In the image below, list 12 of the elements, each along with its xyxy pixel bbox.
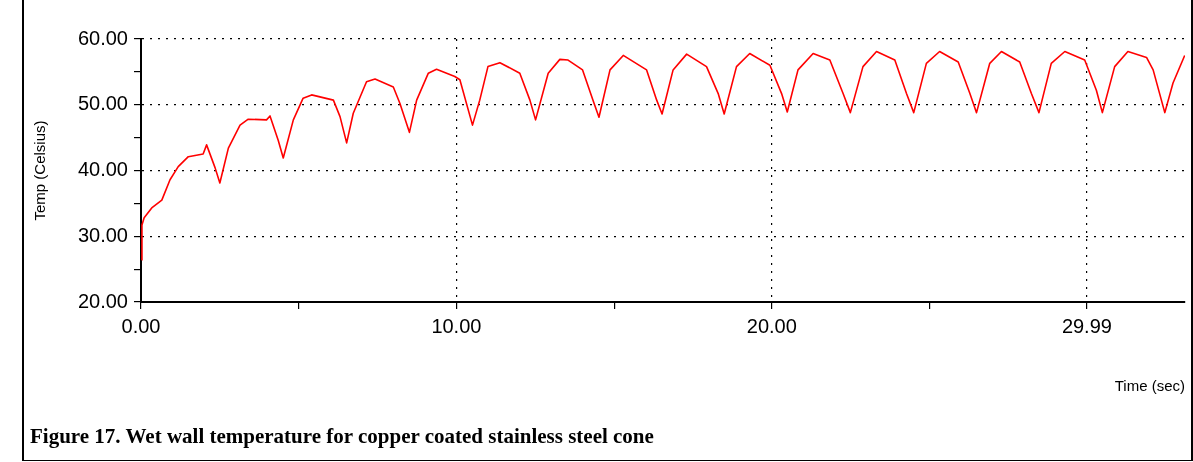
x-tick-label: 0.00 <box>121 314 161 337</box>
x-tick-label: 29.99 <box>1061 314 1112 337</box>
x-tick-label: 10.00 <box>431 314 482 337</box>
y-tick-label: 50.00 <box>77 92 128 115</box>
y-axis-title: Temp (Celsius) <box>31 120 49 221</box>
y-tick-label: 20.00 <box>77 289 128 312</box>
y-tick-label: 60.00 <box>77 26 128 49</box>
x-tick-label: 20.00 <box>746 314 797 337</box>
caption: Figure 17. Wet wall temperature for copper coated stainless steel cone <box>30 424 654 449</box>
y-tick-label: 30.00 <box>77 223 128 246</box>
y-tick-label: 40.00 <box>77 158 128 181</box>
x-axis-title: Time (sec) <box>1114 377 1185 395</box>
